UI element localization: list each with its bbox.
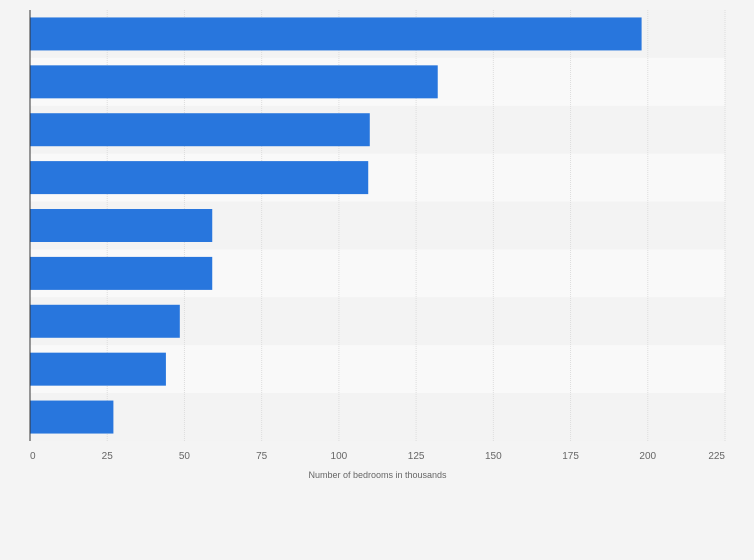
x-tick-label: 100 <box>331 451 348 462</box>
bar[interactable] <box>30 209 213 242</box>
bar[interactable] <box>30 17 642 51</box>
bars <box>30 17 642 434</box>
x-tick-labels: 0 25 50 75 100 125 150 175 200 225 <box>30 451 725 462</box>
row-band <box>30 393 725 441</box>
x-tick-label: 125 <box>408 451 425 462</box>
bar[interactable] <box>30 113 370 147</box>
bar[interactable] <box>30 161 369 195</box>
x-tick-label: 225 <box>708 451 725 462</box>
bar[interactable] <box>30 256 213 290</box>
x-tick-label: 50 <box>179 451 191 462</box>
x-tick-label: 150 <box>485 451 502 462</box>
x-tick-label: 0 <box>30 451 36 462</box>
bar[interactable] <box>30 65 438 99</box>
x-tick-label: 200 <box>639 451 656 462</box>
x-tick-label: 75 <box>256 451 268 462</box>
bar[interactable] <box>30 304 180 338</box>
x-axis-title: Number of bedrooms in thousands <box>308 470 447 480</box>
bar[interactable] <box>30 400 114 434</box>
bar[interactable] <box>30 352 166 386</box>
x-tick-label: 25 <box>102 451 114 462</box>
x-tick-label: 175 <box>562 451 579 462</box>
